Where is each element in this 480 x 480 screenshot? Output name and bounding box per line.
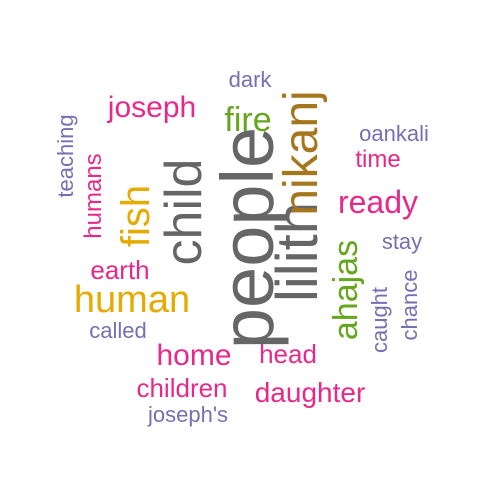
word-joseph: joseph	[107, 91, 197, 124]
word-nikanj: nikanj	[275, 90, 328, 216]
word-oankali: oankali	[359, 121, 429, 146]
word-dark: dark	[228, 67, 272, 92]
word-children: children	[136, 373, 228, 403]
word-home: home	[156, 339, 232, 372]
word-human: human	[73, 279, 191, 321]
word-ahajas: ahajas	[327, 239, 365, 341]
word-time: time	[355, 146, 401, 173]
word-teaching: teaching	[53, 114, 78, 198]
word-fire: fire	[224, 101, 272, 139]
word-ready: ready	[337, 184, 419, 220]
word-stay: stay	[381, 229, 423, 254]
word-humans: humans	[80, 153, 107, 239]
word-fish: fish	[114, 184, 158, 248]
word-called: called	[89, 318, 147, 343]
word-lilith: lilith	[265, 202, 330, 302]
word-earth: earth	[90, 255, 150, 285]
word-josephs: joseph's	[147, 402, 229, 427]
word-daughter: daughter	[254, 377, 366, 408]
word-caught: caught	[367, 286, 392, 354]
word-child: child	[155, 158, 213, 266]
word-chance: chance	[397, 269, 422, 341]
word-head: head	[259, 339, 317, 369]
